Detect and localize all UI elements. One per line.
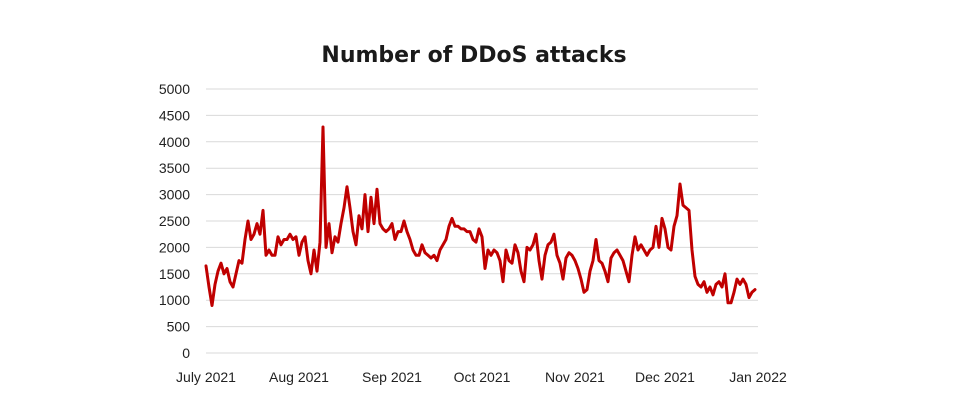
y-tick-label-4000: 4000 (159, 134, 190, 150)
y-tick-label-1000: 1000 (159, 292, 190, 308)
x-tick-label-4: Nov 2021 (545, 369, 605, 385)
y-tick-label-3000: 3000 (159, 187, 190, 203)
series-line-0 (204, 125, 757, 307)
y-tick-label-5000: 5000 (159, 81, 190, 97)
x-tick-label-6: Jan 2022 (729, 369, 787, 385)
x-tick-label-5: Dec 2021 (635, 369, 695, 385)
y-tick-label-2000: 2000 (159, 239, 190, 255)
x-tick-label-1: Aug 2021 (269, 369, 329, 385)
x-axis-tick-labels: July 2021 Aug 2021 Sep 2021 Oct 2021 Nov 202… (176, 369, 787, 385)
y-tick-label-1500: 1500 (159, 266, 190, 282)
y-tick-label-3500: 3500 (159, 160, 190, 176)
y-tick-label-2500: 2500 (159, 213, 190, 229)
y-axis-tick-labels: 0 500 1000 1500 2000 2500 3000 3500 4000 4500 5000 (159, 81, 190, 361)
y-tick-label-500: 500 (167, 319, 191, 335)
x-tick-label-0: July 2021 (176, 369, 236, 385)
y-tick-label-4500: 4500 (159, 107, 190, 123)
y-tick-label-0: 0 (182, 345, 190, 361)
x-tick-label-3: Oct 2021 (454, 369, 511, 385)
x-tick-label-2: Sep 2021 (362, 369, 422, 385)
chart-title: Number of DDoS attacks (321, 43, 626, 68)
plot-area (204, 125, 757, 307)
